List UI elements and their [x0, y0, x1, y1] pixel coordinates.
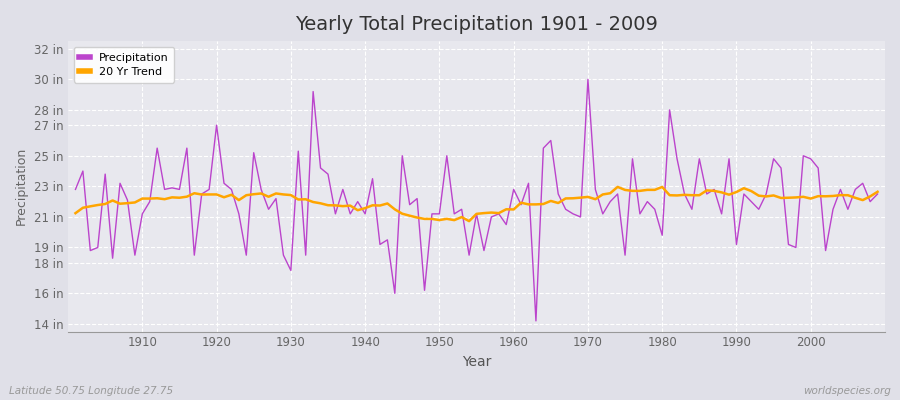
- Line: Precipitation: Precipitation: [76, 79, 878, 321]
- 20 Yr Trend: [464, 219, 474, 224]
- Y-axis label: Precipitation: Precipitation: [15, 147, 28, 226]
- 20 Yr Trend: [872, 189, 883, 194]
- 20 Yr Trend: [292, 197, 303, 202]
- Precipitation: [500, 222, 511, 227]
- Text: worldspecies.org: worldspecies.org: [803, 386, 891, 396]
- 20 Yr Trend: [508, 207, 519, 212]
- 20 Yr Trend: [605, 191, 616, 196]
- Precipitation: [130, 253, 140, 258]
- Title: Yearly Total Precipitation 1901 - 2009: Yearly Total Precipitation 1901 - 2009: [295, 15, 658, 34]
- 20 Yr Trend: [516, 200, 526, 205]
- Precipitation: [582, 77, 593, 82]
- Line: 20 Yr Trend: 20 Yr Trend: [76, 187, 878, 221]
- 20 Yr Trend: [612, 184, 623, 189]
- Precipitation: [612, 192, 623, 196]
- Precipitation: [872, 192, 883, 196]
- Precipitation: [292, 149, 303, 154]
- X-axis label: Year: Year: [462, 355, 491, 369]
- Text: Latitude 50.75 Longitude 27.75: Latitude 50.75 Longitude 27.75: [9, 386, 173, 396]
- 20 Yr Trend: [130, 200, 140, 205]
- Precipitation: [530, 318, 541, 323]
- Legend: Precipitation, 20 Yr Trend: Precipitation, 20 Yr Trend: [74, 47, 175, 83]
- Precipitation: [338, 187, 348, 192]
- 20 Yr Trend: [338, 204, 348, 208]
- Precipitation: [70, 187, 81, 192]
- Precipitation: [508, 187, 519, 192]
- 20 Yr Trend: [70, 211, 81, 216]
